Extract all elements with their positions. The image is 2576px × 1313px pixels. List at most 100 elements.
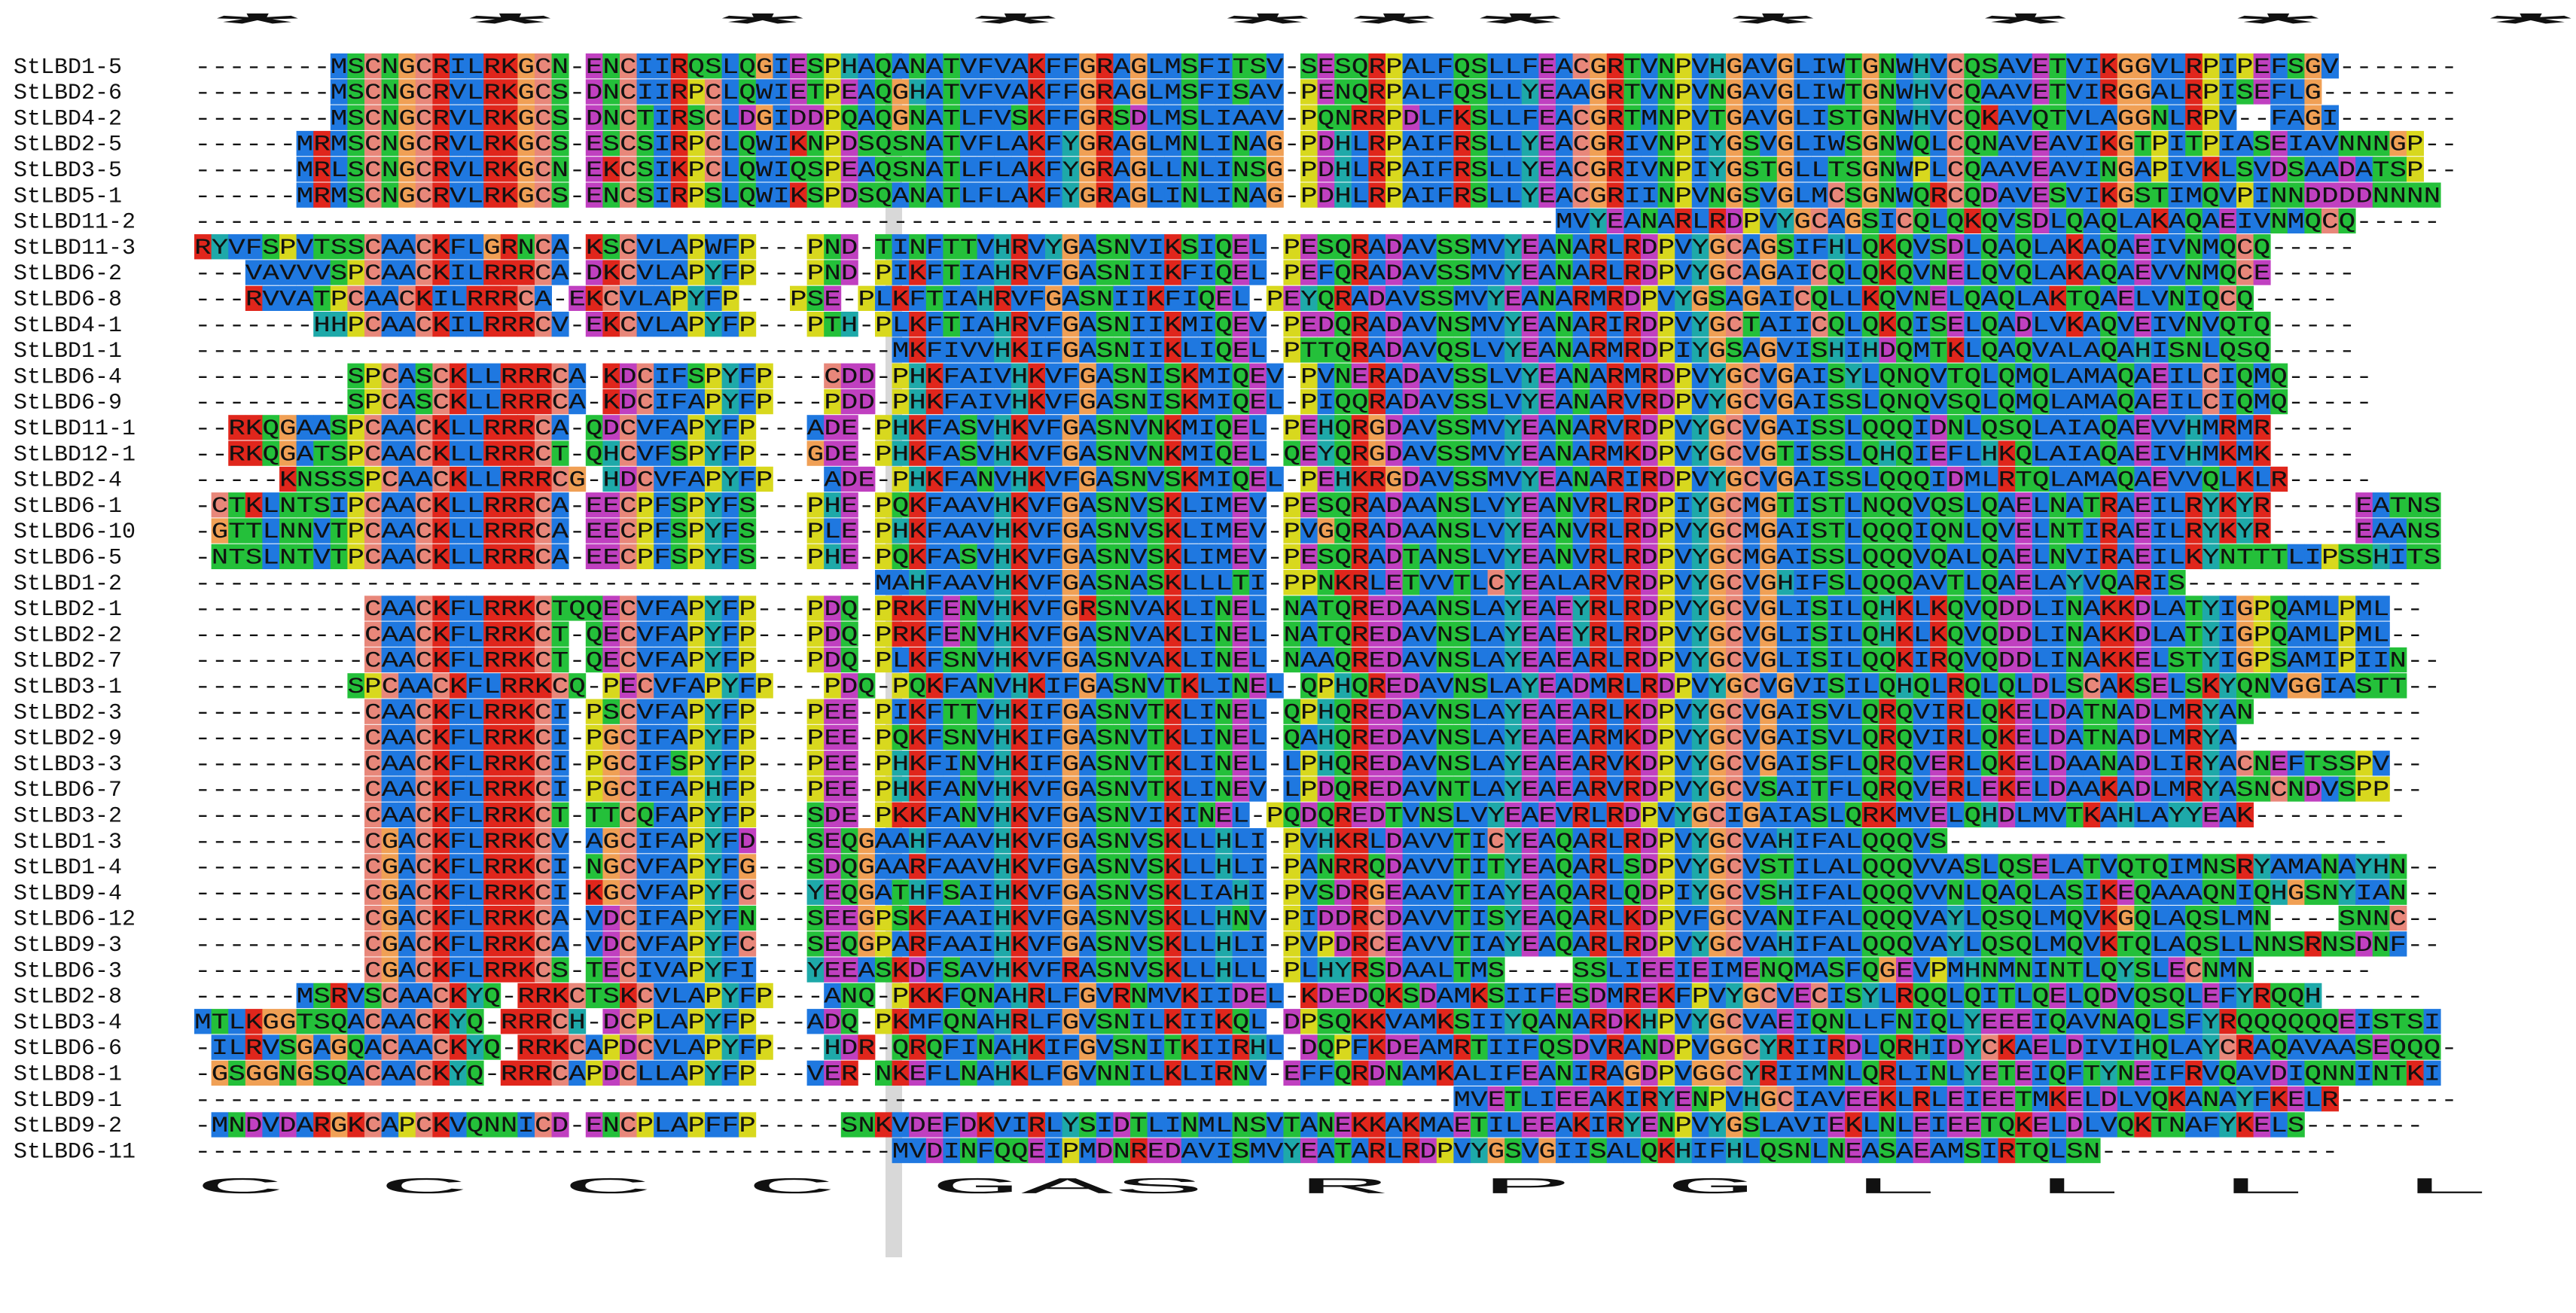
residue-color-block [1419,157,1437,182]
residue-color-block [960,157,977,182]
residue-color-block [620,79,637,105]
residue-color-block [1998,105,2016,130]
residue-color-block [1300,105,1318,130]
residue-color-block [806,157,825,182]
residue-color-block [687,105,706,130]
residue-color-block [1998,157,2016,182]
residue-color-block [398,182,416,208]
residue-color-block [1386,79,1403,105]
sequence-residues: ----------CAACKFLRRKCT-QECVFAPYFP---PDQ-… [194,623,2424,648]
sequence-name: StLBD9-1 [14,1088,122,1113]
residue-color-block [1811,53,1828,79]
residue-color-block [1096,157,1114,182]
residue-color-block [466,79,484,105]
residue-color-block [1266,182,1284,208]
residue-color-block [925,130,944,157]
residue-color-block [2049,130,2067,157]
residue-color-block [1794,105,1812,130]
sequence-name: StLBD6-7 [14,778,122,803]
sequence-residues: ----------CAACKFLRRKCI-PGCIFAPHFP---PEE-… [194,778,2424,803]
sequence-residues: --------MSCNGCRVLRKGCS-DNCIIRPCLQWIETPEA… [194,81,2458,106]
residue-color-block [2389,157,2407,182]
sequence-name: StLBD9-3 [14,933,122,958]
alignment-rows: StLBD1-5 --------MSCNGCRILRKGCN-ENCIIRQSL… [14,53,2458,1165]
residue-color-block [2151,157,2169,182]
residue-color-block [415,182,433,208]
residue-color-block [1606,130,1624,157]
alignment-row: StLBD6-6 -ILRVSGAGQACAACKYQ-RRKCAPDCVLAPY… [14,1034,2458,1062]
residue-color-block [517,130,535,157]
residue-color-block [483,182,501,208]
residue-color-block [500,130,518,157]
residue-color-block [1913,157,1931,182]
residue-color-block [1164,182,1182,208]
consensus-residue-row: C C C C GAS R P G L L L L [194,1175,2492,1201]
residue-color-block [1079,53,1097,79]
residue-color-block [381,182,399,208]
residue-color-block [1079,157,1097,182]
sequence-residues: ----------------------------------------… [194,210,2440,236]
residue-color-block [1402,105,1420,130]
residue-color-block [1913,105,1931,130]
residue-color-block [1215,130,1233,157]
residue-color-block [960,130,977,157]
residue-color-block [585,53,603,79]
sequence-residues: --------MSCNGCRILRKGCN-ENCIIRQSLQGIESPHA… [194,55,2458,81]
residue-color-block [1521,105,1539,130]
residue-color-block [1028,79,1046,105]
residue-color-block [1215,79,1233,105]
sequence-residues: ----------CAACKFLRRKCI-PSCVFAPYFP---PEE-… [194,700,2424,726]
residue-color-block [875,157,892,182]
residue-color-block [1861,105,1879,130]
residue-color-block [1147,182,1165,208]
residue-color-block [790,79,807,105]
sequence-name: StLBD9-2 [14,1113,122,1139]
residue-color-block [415,130,433,157]
residue-color-block [1556,105,1573,130]
residue-color-block [1181,130,1199,157]
residue-color-block [654,130,672,157]
residue-color-block [551,157,569,182]
residue-color-block [1368,79,1386,105]
residue-color-block [1028,105,1046,130]
residue-color-block [1623,130,1642,157]
residue-color-block [1538,105,1556,130]
residue-color-block [1062,130,1080,157]
residue-color-block [432,157,450,182]
residue-color-block [1521,53,1539,79]
residue-color-block [2134,79,2152,105]
residue-color-block [466,105,484,130]
residue-color-block [790,130,807,157]
residue-color-block [1232,53,1250,79]
residue-color-block [1062,157,1080,182]
residue-color-block [2236,53,2254,79]
residue-color-block [2032,53,2050,79]
residue-color-block [858,105,876,130]
residue-color-block [1232,130,1250,157]
residue-color-block [670,182,688,208]
residue-color-block [1487,79,1505,105]
residue-color-block [2134,53,2152,79]
residue-color-block [466,157,484,182]
sequence-residues: ----------CAACKFLRRKCT-TTCQFAPYFP---SDE-… [194,803,2407,829]
residue-color-block [2151,130,2169,157]
residue-color-block [2219,105,2237,130]
residue-color-block [1861,157,1879,182]
alignment-row: StLBD3-2 ----------CAACKFLRRKCT-TTCQFAPYF… [14,802,2407,829]
residue-color-block [620,53,637,79]
residue-color-block [1045,105,1062,130]
residue-color-block [1504,105,1523,130]
residue-color-block [2032,130,2050,157]
residue-color-block [602,53,620,79]
residue-color-block [755,157,773,182]
residue-color-block [806,105,825,130]
residue-color-block [2168,53,2186,79]
residue-color-block [1096,105,1114,130]
alignment-row: StLBD9-3 ----------CGACKFLRRKCA-VDCVFAPYF… [14,931,2440,958]
residue-color-block [670,130,688,157]
residue-color-block [1913,130,1931,157]
alignment-row: StLBD2-7 ----------CAACKFLRRKCT-QECVFAPYF… [14,647,2440,675]
alignment-row: StLBD11-2 -------------------------------… [14,208,2440,236]
residue-color-block [432,130,450,157]
residue-color-block [1930,79,1948,105]
